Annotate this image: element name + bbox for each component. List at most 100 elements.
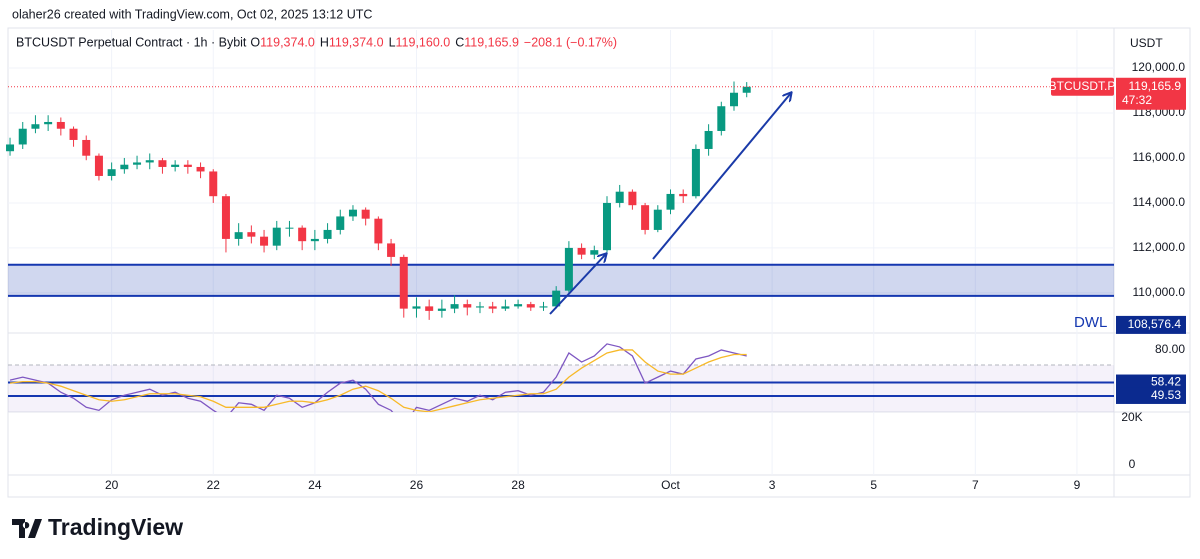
candle-body [425, 306, 434, 311]
x-tick-label: 9 [1074, 478, 1081, 492]
candle [501, 299, 510, 311]
ohlc-key: H [320, 35, 329, 49]
candle [628, 189, 637, 210]
candle-body [56, 121, 65, 129]
y-tick-label: 112,000.0 [1133, 240, 1186, 254]
candle-body [285, 227, 294, 229]
candle [361, 207, 370, 226]
candle [171, 160, 180, 172]
candle-body [666, 193, 675, 210]
x-tick-label: 26 [410, 478, 424, 492]
candle [691, 144, 700, 199]
level-tag-label: 108,576.4 [1128, 317, 1182, 331]
brand: TradingView [12, 514, 183, 540]
candle-body [120, 164, 129, 170]
brand-name: TradingView [48, 514, 183, 540]
rsi-band [8, 365, 1114, 412]
candle [69, 126, 78, 147]
candle-body [183, 164, 192, 167]
candle-body [18, 128, 27, 145]
rsi-level-label: 58.42 [1151, 375, 1181, 389]
candle-body [641, 205, 650, 230]
candle [31, 115, 40, 134]
x-tick-label: 20 [105, 478, 119, 492]
candle-body [526, 304, 535, 308]
candle-body [602, 202, 611, 251]
candle [183, 160, 192, 174]
candle-body [628, 191, 637, 206]
volume-tick-label: 0 [1129, 457, 1136, 471]
candle-body [361, 209, 370, 219]
candle [158, 157, 167, 174]
rsi-level-tag [1116, 387, 1186, 404]
y-tick-label: 116,000.0 [1133, 150, 1186, 164]
candle-body [6, 144, 15, 152]
volume-tick-label: 20K [1121, 410, 1142, 424]
x-tick-label: 7 [972, 478, 979, 492]
candle-body [298, 227, 307, 242]
candle [437, 299, 446, 318]
candle-body [310, 238, 319, 242]
candle-body [234, 232, 243, 239]
y-tick-label: 110,000.0 [1133, 285, 1186, 299]
candle-body [501, 306, 510, 309]
rsi-line [9, 349, 747, 412]
ohlc-key: O [250, 35, 260, 49]
candle [6, 137, 15, 156]
candle-body [374, 218, 383, 244]
candle-body [691, 148, 700, 197]
candle-body [196, 166, 205, 172]
candle-body [82, 139, 91, 156]
candle-body [653, 209, 662, 230]
candle-body [272, 227, 281, 246]
brand-logo [12, 519, 42, 538]
candle-body [158, 160, 167, 167]
candle [133, 155, 142, 170]
rsi-tick-label: 80.00 [1155, 342, 1185, 356]
x-tick-label: 28 [511, 478, 525, 492]
candle-body [221, 196, 230, 239]
symbol-legend: BTCUSDT Perpetual Contract · 1h · Bybit [16, 35, 247, 49]
ohlc-value: 119,374.0 [260, 35, 315, 49]
ohlc-key: C [455, 35, 464, 49]
candle-body [171, 164, 180, 167]
candle [450, 295, 459, 314]
candle [298, 225, 307, 251]
candle-body [590, 250, 599, 255]
candle [196, 162, 205, 179]
candle-body [133, 162, 142, 165]
x-tick-label: 3 [769, 478, 776, 492]
candle-body [260, 236, 269, 246]
candle [348, 205, 357, 221]
candle [717, 101, 726, 136]
y-tick-label: 120,000.0 [1132, 60, 1186, 74]
candle-body [69, 128, 78, 140]
candle-body [437, 308, 446, 311]
candle [272, 220, 281, 251]
candle [514, 299, 523, 309]
candle [666, 189, 675, 215]
candle-body [107, 169, 116, 176]
candle [590, 245, 599, 260]
rsi-level-tag [1116, 374, 1186, 391]
candle [120, 157, 129, 174]
candle [615, 184, 624, 208]
candle [221, 193, 230, 253]
candle [602, 196, 611, 253]
candle-body [399, 256, 408, 309]
candle-body [514, 304, 523, 307]
candle [539, 301, 548, 311]
candle [577, 243, 586, 260]
price-tag [1116, 77, 1186, 110]
ohlc-value: 119,160.0 [396, 35, 451, 49]
candle [285, 220, 294, 237]
candle-body [704, 130, 713, 149]
candle-body [336, 216, 345, 230]
candle-body [488, 306, 497, 309]
candle [18, 121, 27, 149]
price-tag-label: 119,165.9 [1129, 79, 1182, 93]
candle-body [31, 124, 40, 129]
candle [463, 299, 472, 316]
candle-body [94, 155, 103, 176]
